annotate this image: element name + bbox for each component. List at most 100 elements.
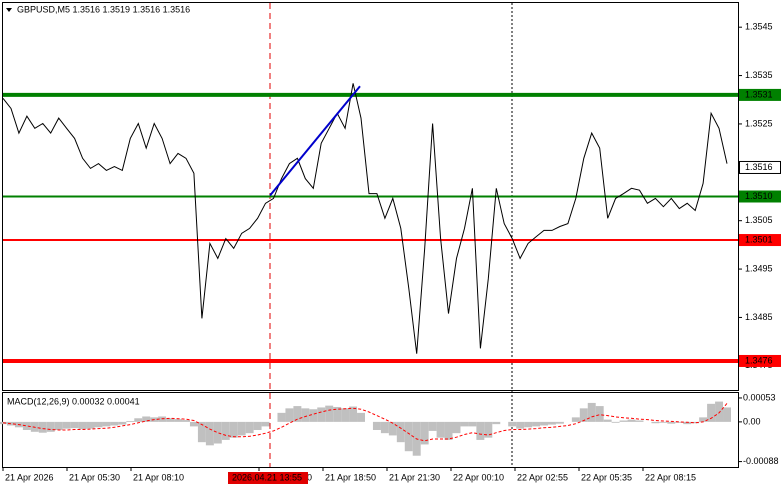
trend-line — [269, 85, 361, 197]
macd-bar — [476, 421, 485, 440]
y-tick-label: 1.3535 — [745, 70, 773, 80]
macd-bar — [166, 418, 175, 422]
macd-bar — [38, 421, 47, 433]
macd-bar — [627, 419, 636, 422]
macd-bar — [484, 421, 493, 438]
macd-bar — [6, 421, 15, 426]
macd-bar — [341, 408, 350, 422]
macd-bar — [699, 417, 708, 422]
x-tick-label: 21 Apr 21:30 — [389, 472, 440, 482]
level-label: 1.3531 — [745, 89, 773, 99]
macd-bar — [723, 407, 731, 422]
x-tick-label: 21 Apr 05:30 — [69, 472, 120, 482]
macd-bar — [333, 406, 342, 422]
macd-bar — [532, 421, 541, 427]
macd-bar — [205, 421, 214, 446]
x-tick-label: 21 Apr 18:50 — [325, 472, 376, 482]
level-badge — [739, 88, 781, 101]
macd-bar — [540, 421, 548, 426]
macd-bar — [174, 419, 183, 422]
symbol-icon — [6, 8, 12, 12]
macd-bar — [78, 421, 87, 430]
macd-bar — [587, 402, 596, 422]
macd-bar — [635, 420, 644, 422]
macd-bar — [579, 408, 588, 422]
macd-bar — [94, 421, 103, 428]
macd-bar — [683, 421, 692, 425]
macd-bar — [182, 420, 190, 422]
y-tick-label: 0.00 — [743, 416, 761, 426]
y-tick-label: 1.3485 — [745, 312, 773, 322]
macd-bar — [603, 419, 612, 422]
macd-bar — [317, 407, 326, 422]
macd-bar — [213, 421, 222, 444]
macd-bar — [325, 405, 334, 422]
macd-bar — [659, 421, 668, 423]
y-tick-label: 1.3525 — [745, 118, 773, 128]
macd-bar — [197, 421, 206, 443]
macd-title: MACD(12,26,9) 0.00032 0.00041 — [7, 396, 140, 406]
macd-bar — [142, 416, 151, 422]
macd-bar — [357, 412, 365, 422]
current-price-label: 1.3516 — [745, 162, 773, 172]
macd-bar — [189, 421, 198, 427]
macd-bar — [110, 421, 119, 426]
macd-bar — [667, 421, 676, 424]
macd-bar — [492, 421, 501, 425]
macd-bar — [691, 421, 700, 424]
macd-bar — [516, 421, 525, 429]
y-tick-label: 1.3545 — [745, 22, 773, 32]
macd-bar — [54, 421, 63, 430]
macd-bar — [229, 421, 238, 438]
macd-bar — [524, 421, 533, 428]
macd-bar — [452, 421, 461, 434]
macd-bar — [70, 421, 79, 429]
signal-line — [2, 403, 728, 442]
highlight-time-label: 2026.04.21 13:55 — [232, 472, 302, 482]
y-tick-label: -0.00088 — [743, 456, 779, 466]
main-frame — [2, 2, 739, 391]
y-tick-label: 0.00053 — [743, 392, 776, 402]
macd-bar — [715, 401, 724, 422]
macd-bar — [102, 421, 111, 427]
macd-bar — [253, 421, 262, 430]
macd-bar — [651, 421, 660, 424]
macd-bar — [707, 403, 716, 422]
macd-bar — [134, 418, 143, 422]
price-line — [2, 83, 728, 354]
macd-bar — [62, 421, 71, 429]
macd-bar — [675, 421, 684, 423]
macd-bar — [277, 412, 286, 422]
x-tick-label: 22 Apr 00:10 — [453, 472, 504, 482]
x-tick-label: 21 Apr 2026 — [5, 472, 54, 482]
macd-bar — [388, 421, 397, 436]
level-badge — [739, 234, 781, 247]
macd-bar — [372, 421, 381, 430]
macd-bar — [595, 406, 604, 422]
macd-bar — [420, 421, 429, 445]
macd-bar — [261, 421, 270, 427]
macd-bar — [468, 421, 477, 427]
y-tick-label: 1.3505 — [745, 215, 773, 225]
macd-bar — [436, 421, 445, 438]
macd-bar — [428, 421, 437, 431]
macd-bar — [285, 408, 294, 422]
macd-bar — [46, 421, 55, 432]
macd-bar — [571, 417, 580, 422]
x-tick-label: 22 Apr 05:35 — [581, 472, 632, 482]
y-tick-label: 1.3495 — [745, 263, 773, 273]
x-tick-label: 22 Apr 08:15 — [645, 472, 696, 482]
x-tick-label: 21 Apr 08:10 — [133, 472, 184, 482]
macd-bar — [460, 421, 469, 427]
macd-bar — [221, 421, 230, 440]
macd-frame — [2, 392, 739, 468]
macd-bar — [555, 421, 564, 424]
macd-bar — [508, 421, 517, 427]
level-badge — [739, 190, 781, 203]
macd-bar — [245, 421, 254, 434]
macd-bar — [118, 421, 127, 425]
macd-bar — [396, 421, 405, 443]
macd-bar — [444, 421, 453, 440]
level-label: 1.3501 — [745, 234, 773, 244]
